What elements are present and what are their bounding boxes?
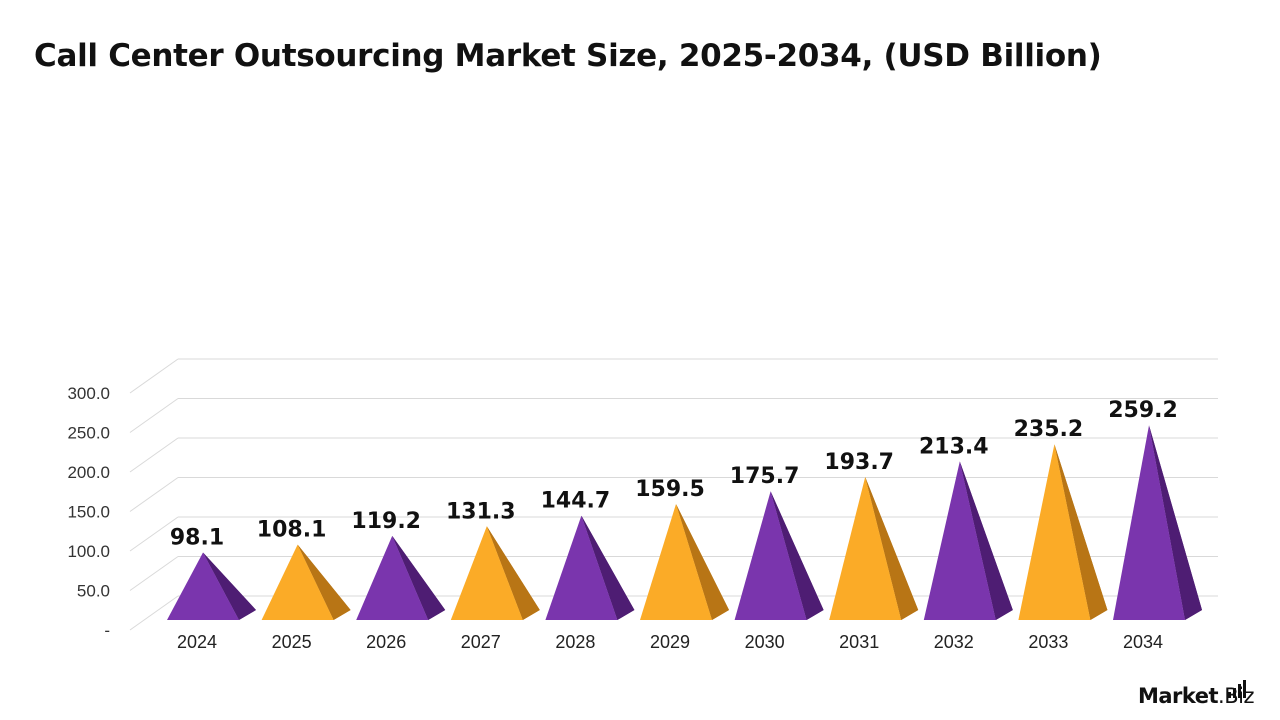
pyramid-side-face <box>297 544 351 620</box>
pyramid-side-face <box>770 491 824 620</box>
y-tick-label: 50.0 <box>77 582 110 601</box>
y-tick-label: 100.0 <box>67 542 110 561</box>
brand-logo-bars-icon <box>1228 680 1246 698</box>
x-tick-label: 2034 <box>1123 632 1163 652</box>
gridline-diagonal <box>129 358 179 394</box>
brand-name-part1: Market <box>1137 684 1219 708</box>
brand-logo: Market.Biz <box>1137 684 1255 708</box>
x-tick-label: 2030 <box>745 632 785 652</box>
data-label: 108.1 <box>257 518 327 543</box>
pyramid-side-face <box>676 503 729 620</box>
pyramid-side-face <box>959 461 1013 620</box>
data-label: 213.4 <box>919 434 989 459</box>
pyramid-bar <box>356 535 429 620</box>
pyramid-side-face <box>865 476 919 620</box>
pyramid-bar <box>1113 425 1185 620</box>
brand-name-part2: .Biz <box>1218 684 1254 708</box>
x-tick-label: 2032 <box>934 632 974 652</box>
pyramid-bar <box>545 515 618 620</box>
x-tick-label: 2024 <box>177 632 217 652</box>
x-tick-label: 2027 <box>461 632 501 652</box>
data-label: 259.2 <box>1108 398 1178 423</box>
pyramid-side-face <box>1054 444 1108 620</box>
data-label: 131.3 <box>446 499 516 524</box>
pyramid-side-face <box>203 552 256 620</box>
y-tick-label: 250.0 <box>67 424 110 443</box>
data-label: 98.1 <box>170 526 224 551</box>
data-label: 175.7 <box>730 464 800 489</box>
gridline-diagonal <box>129 437 179 473</box>
y-tick-label: 300.0 <box>67 384 110 403</box>
data-label: 144.7 <box>541 489 611 514</box>
data-label: 159.5 <box>635 477 705 502</box>
x-tick-label: 2026 <box>366 632 406 652</box>
data-label: 193.7 <box>824 450 894 475</box>
gridline-diagonal <box>129 595 179 631</box>
pyramid-side-face <box>486 526 540 620</box>
x-tick-label: 2025 <box>272 632 312 652</box>
pyramid-bar <box>450 526 523 620</box>
pyramid-bar <box>1018 444 1091 620</box>
pyramid-side-face <box>392 535 446 620</box>
pyramid-bar <box>261 544 334 620</box>
pyramid-bar <box>829 476 902 620</box>
gridline-diagonal <box>129 516 179 552</box>
gridline-diagonal <box>129 477 179 512</box>
pyramid-bar <box>734 491 807 620</box>
brand-name: Market.Biz <box>1137 684 1255 708</box>
y-tick-label: 150.0 <box>67 503 110 522</box>
y-tick-label: 200.0 <box>67 463 110 482</box>
pyramid-bar <box>167 552 239 620</box>
data-label: 235.2 <box>1014 417 1084 442</box>
data-label: 119.2 <box>351 509 421 534</box>
gridline-diagonal <box>129 398 179 433</box>
x-tick-label: 2029 <box>650 632 690 652</box>
x-tick-label: 2028 <box>555 632 595 652</box>
x-tick-label: 2033 <box>1028 632 1068 652</box>
y-tick-label: - <box>104 621 110 640</box>
pyramid-bar <box>923 461 996 620</box>
pyramid-side-face <box>581 515 635 620</box>
gridline-diagonal <box>129 556 179 591</box>
chart-title: Call Center Outsourcing Market Size, 202… <box>34 38 1102 74</box>
pyramid-bar <box>640 503 712 620</box>
pyramid-side-face <box>1149 425 1202 620</box>
x-tick-label: 2031 <box>839 632 879 652</box>
